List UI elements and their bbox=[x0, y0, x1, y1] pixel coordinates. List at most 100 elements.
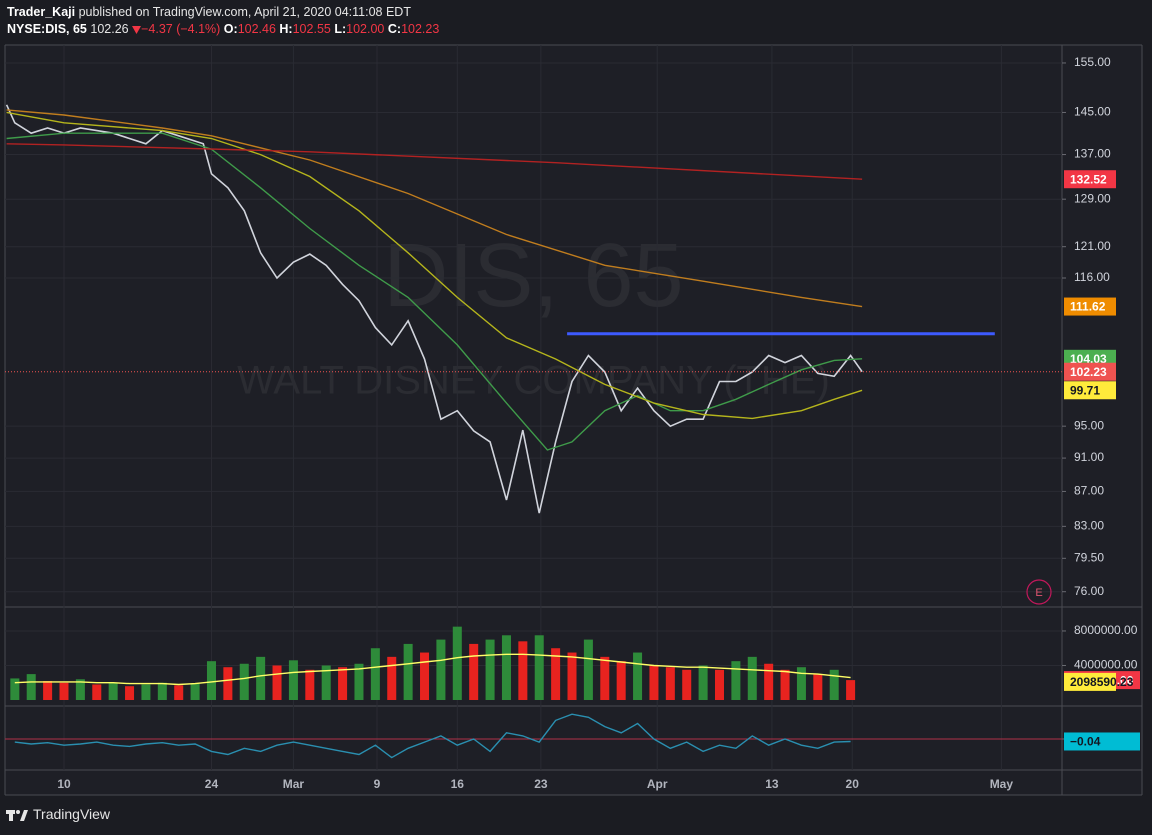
volume-bar bbox=[764, 663, 774, 700]
event-marker bbox=[1026, 579, 1052, 605]
event-label: E bbox=[1035, 587, 1042, 599]
volume-bar bbox=[26, 674, 36, 700]
y-tick-label: 137.00 bbox=[1074, 147, 1111, 161]
series-line bbox=[14, 713, 851, 759]
volume-bar bbox=[157, 682, 167, 700]
volume-bar bbox=[813, 674, 823, 700]
last-price: 102.26 bbox=[90, 22, 129, 36]
x-tick-label: 20 bbox=[846, 777, 860, 791]
price-badge-label: 2098590.23 bbox=[1070, 675, 1134, 689]
volume-bar bbox=[354, 663, 364, 700]
footer: TradingView bbox=[6, 806, 110, 822]
price-badge-label: 132.52 bbox=[1070, 172, 1107, 186]
volume-bar bbox=[403, 643, 413, 700]
x-tick-label: 24 bbox=[205, 777, 219, 791]
volume-bar bbox=[206, 661, 216, 700]
logo bbox=[6, 810, 28, 821]
volume-bar bbox=[714, 669, 725, 700]
volume-bar bbox=[846, 680, 856, 700]
y-tick-label: 8000000.00 bbox=[1074, 623, 1138, 637]
volume-bar bbox=[108, 682, 118, 700]
price-badge bbox=[1064, 381, 1116, 400]
volume-bar bbox=[59, 682, 69, 700]
price-badge-label: −0.04 bbox=[1070, 735, 1101, 749]
volume-bar bbox=[174, 685, 184, 700]
volume-bar bbox=[10, 678, 20, 700]
volume-bar bbox=[518, 641, 528, 700]
volume-bar bbox=[747, 656, 757, 700]
volume-bar bbox=[567, 652, 577, 700]
x-tick-label: 13 bbox=[765, 777, 779, 791]
volume-bar bbox=[338, 667, 348, 700]
ohlc-label: C: bbox=[387, 22, 402, 36]
y-tick-label: 83.00 bbox=[1074, 519, 1104, 533]
volume-bar bbox=[190, 683, 200, 700]
volume-bar bbox=[501, 635, 511, 700]
volume-bar bbox=[780, 669, 790, 700]
volume-bar bbox=[387, 656, 397, 700]
change: −4.37 (−4.1%) bbox=[141, 22, 221, 36]
header: Trader_Kaji published on TradingView.com… bbox=[7, 4, 439, 38]
volume-bar bbox=[141, 684, 151, 700]
volume-bar bbox=[305, 669, 315, 700]
y-tick-label: 95.00 bbox=[1074, 418, 1104, 432]
volume-bar bbox=[600, 656, 610, 700]
brand: TradingView bbox=[33, 806, 111, 822]
volume-bar bbox=[239, 663, 249, 700]
ohlc-label: L: bbox=[334, 22, 347, 36]
series-line bbox=[6, 132, 863, 451]
x-tick-label: 10 bbox=[57, 777, 71, 791]
quote-line: NYSE:DIS, 65 102.26 −4.37 (−4.1%) O:102.… bbox=[7, 21, 439, 38]
chart: DIS, 65 WALT DISNEY COMPANY (THE) 10 24 Mar 9… bbox=[4, 44, 1143, 796]
volume-bar bbox=[469, 643, 479, 700]
volume-bar bbox=[125, 686, 135, 700]
y-tick-label: 4000000.00 bbox=[1074, 658, 1138, 672]
down-arrow bbox=[132, 25, 142, 34]
ohlc-value: 102.55 bbox=[292, 22, 331, 36]
published: published on TradingView.com, April 21, … bbox=[78, 5, 411, 19]
x-tick-label: 23 bbox=[534, 777, 548, 791]
price-badge-label: 99.71 bbox=[1070, 383, 1100, 397]
volume-bar bbox=[665, 667, 675, 700]
price-badge bbox=[1064, 297, 1116, 316]
volume-bar bbox=[223, 667, 233, 700]
volume-bar bbox=[272, 665, 282, 700]
volume-bar bbox=[43, 681, 53, 700]
volume-bar bbox=[288, 660, 298, 700]
volume-bar bbox=[616, 661, 626, 700]
volume-bar bbox=[485, 639, 495, 700]
y-tick-label: 87.00 bbox=[1074, 484, 1104, 498]
volume-bar bbox=[534, 635, 544, 700]
y-tick-label: 145.00 bbox=[1074, 105, 1111, 119]
watermark: DIS, 65 bbox=[383, 226, 683, 326]
ohlc-value: 102.23 bbox=[401, 22, 440, 36]
x-tick-label: Apr bbox=[647, 777, 668, 791]
publish-line: Trader_Kaji published on TradingView.com… bbox=[7, 4, 439, 21]
price-badge-label: 102.23 bbox=[1070, 365, 1107, 379]
x-tick-label: May bbox=[990, 777, 1014, 791]
y-tick-label: 76.00 bbox=[1074, 584, 1104, 598]
volume-bar bbox=[698, 665, 708, 700]
volume-bar bbox=[731, 661, 741, 700]
volume-bar bbox=[256, 656, 266, 700]
x-tick-label: 16 bbox=[451, 777, 465, 791]
symbol: NYSE:DIS, 65 bbox=[7, 22, 87, 36]
y-tick-label: 155.00 bbox=[1074, 55, 1111, 69]
y-tick-label: 121.00 bbox=[1074, 239, 1111, 253]
volume-bar bbox=[92, 684, 102, 700]
series-line bbox=[6, 143, 863, 180]
volume-bar bbox=[436, 639, 446, 700]
volume-bar bbox=[583, 639, 593, 700]
series-line bbox=[6, 109, 863, 308]
ohlc-value: 102.46 bbox=[237, 22, 276, 36]
price-badge bbox=[1064, 170, 1116, 189]
price-badge bbox=[1064, 672, 1116, 691]
y-tick-label: 116.00 bbox=[1074, 270, 1110, 284]
ohlc-value: 102.00 bbox=[346, 22, 385, 36]
volume-bar bbox=[452, 626, 462, 700]
price-badge-label: 111.62 bbox=[1070, 300, 1106, 314]
watermark: WALT DISNEY COMPANY (THE) bbox=[237, 359, 830, 403]
volume-bar bbox=[649, 665, 659, 700]
series-line bbox=[5, 104, 863, 514]
